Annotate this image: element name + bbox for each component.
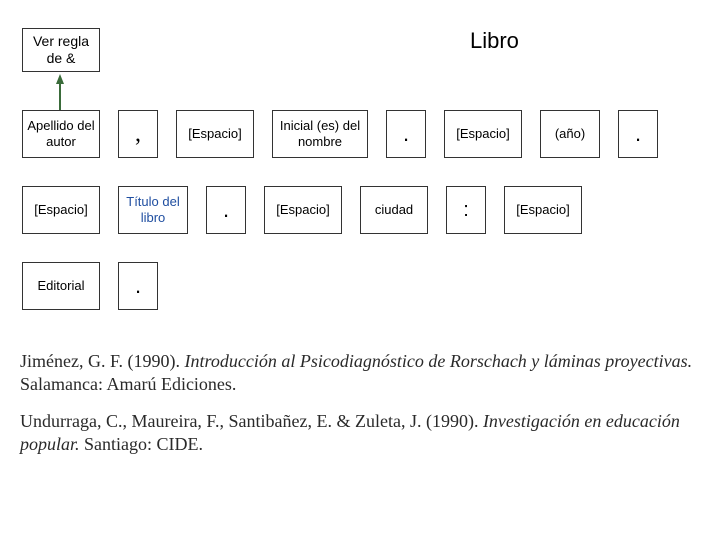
example-2: Undurraga, C., Maureira, F., Santibañez,… (20, 410, 700, 457)
text-titulo: Título del libro (121, 194, 185, 225)
text-inicial: Inicial (es) del nombre (275, 118, 365, 149)
ex1-author: Jiménez, G. F. (1990). (20, 351, 185, 371)
box-dot-4: . (118, 262, 158, 310)
box-dot-1: . (386, 110, 426, 158)
box-ver-regla: Ver regla de & (22, 28, 100, 72)
text-espacio-1: [Espacio] (188, 126, 241, 142)
text-dot-4: . (135, 273, 141, 299)
text-colon: : (463, 198, 469, 222)
ex2-rest: Santiago: CIDE. (84, 434, 203, 454)
text-apellido: Apellido del autor (25, 118, 97, 149)
arrow-head (56, 74, 64, 84)
slide-title: Libro (470, 28, 519, 54)
ex2-author: Undurraga, C., Maureira, F., Santibañez,… (20, 411, 483, 431)
text-espacio-3: [Espacio] (34, 202, 87, 218)
box-espacio-3: [Espacio] (22, 186, 100, 234)
box-apellido: Apellido del autor (22, 110, 100, 158)
box-dot-3: . (206, 186, 246, 234)
text-dot-3: . (223, 197, 229, 223)
box-espacio-2: [Espacio] (444, 110, 522, 158)
text-dot-1: . (403, 121, 409, 147)
arrow-line (59, 84, 61, 110)
text-ciudad: ciudad (375, 202, 413, 218)
example-1: Jiménez, G. F. (1990). Introducción al P… (20, 350, 700, 397)
text-espacio-2: [Espacio] (456, 126, 509, 142)
text-espacio-4: [Espacio] (276, 202, 329, 218)
ex1-rest: Salamanca: Amarú Ediciones. (20, 374, 236, 394)
text-ver-regla: Ver regla de & (25, 33, 97, 67)
text-dot-2: . (635, 121, 641, 147)
ex1-title: Introducción al Psicodiagnóstico de Rors… (185, 351, 693, 371)
text-editorial: Editorial (38, 278, 85, 294)
box-espacio-1: [Espacio] (176, 110, 254, 158)
box-colon: : (446, 186, 486, 234)
box-dot-2: . (618, 110, 658, 158)
text-comma: , (135, 120, 141, 149)
box-ano: (año) (540, 110, 600, 158)
text-espacio-5: [Espacio] (516, 202, 569, 218)
box-editorial: Editorial (22, 262, 100, 310)
box-inicial: Inicial (es) del nombre (272, 110, 368, 158)
slide-canvas: Libro Ver regla de & Apellido del autor … (0, 0, 720, 540)
box-titulo: Título del libro (118, 186, 188, 234)
text-ano: (año) (555, 126, 585, 142)
box-comma: , (118, 110, 158, 158)
box-ciudad: ciudad (360, 186, 428, 234)
box-espacio-5: [Espacio] (504, 186, 582, 234)
box-espacio-4: [Espacio] (264, 186, 342, 234)
